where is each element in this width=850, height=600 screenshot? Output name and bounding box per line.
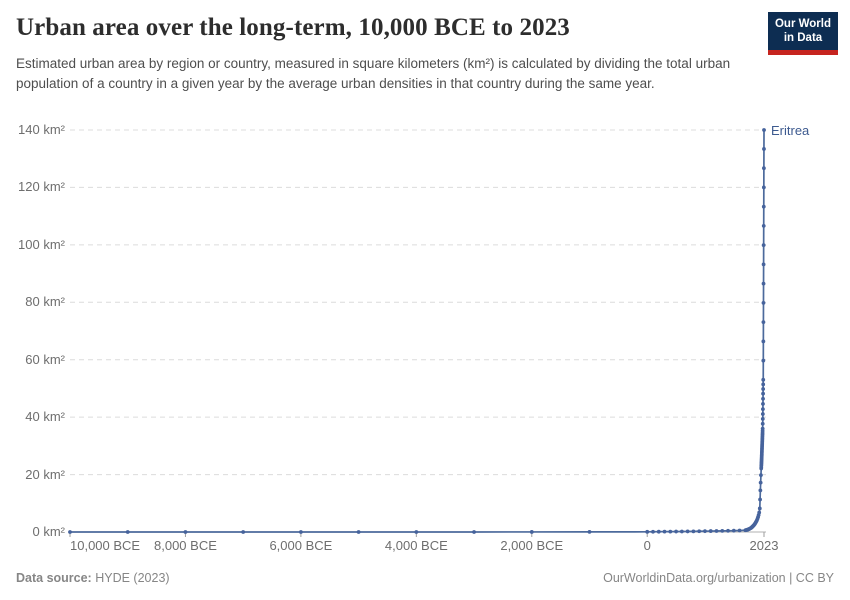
- y-axis-label: 140 km²: [18, 122, 65, 137]
- data-point: [183, 530, 188, 534]
- owid-logo[interactable]: Our World in Data: [768, 12, 838, 55]
- data-point: [761, 358, 766, 363]
- chart-subtitle: Estimated urban area by region or countr…: [16, 56, 731, 92]
- data-point: [737, 528, 742, 533]
- data-point: [761, 391, 765, 396]
- data-source-label: Data source:: [16, 571, 92, 585]
- data-point: [761, 382, 766, 387]
- data-line-eritrea: [69, 129, 765, 533]
- data-point: [759, 473, 763, 478]
- data-point: [761, 243, 766, 248]
- x-axis-label: 8,000 BCE: [154, 538, 217, 553]
- y-axis-label: 120 km²: [18, 179, 65, 195]
- data-point: [645, 529, 650, 534]
- data-point: [758, 488, 763, 493]
- x-axis-label: 0: [643, 538, 651, 553]
- data-point: [731, 528, 736, 533]
- data-point: [298, 530, 303, 534]
- data-point: [758, 497, 762, 502]
- data-source-note: Data source: HYDE (2023): [16, 571, 170, 585]
- data-point: [761, 185, 766, 190]
- data-point: [668, 529, 673, 534]
- data-point: [761, 387, 766, 391]
- x-axis-label: 6,000 BCE: [269, 538, 333, 553]
- data-point: [761, 402, 765, 406]
- x-axis-label: 2023: [749, 538, 779, 553]
- y-axis-label: 40 km²: [25, 409, 65, 425]
- data-point: [761, 166, 766, 171]
- data-point: [662, 529, 667, 534]
- data-point: [472, 530, 476, 534]
- data-point: [761, 300, 766, 305]
- data-point: [760, 416, 765, 421]
- data-point: [697, 529, 702, 534]
- data-point: [760, 421, 765, 426]
- x-axis-label: 4,000 BCE: [384, 538, 448, 553]
- data-point: [761, 262, 766, 267]
- data-point: [685, 529, 690, 534]
- data-point: [761, 377, 766, 382]
- owid-logo-line1: Our World: [774, 18, 831, 30]
- y-axis-label: 0 km²: [32, 524, 66, 539]
- series-label-eritrea[interactable]: Eritrea: [771, 123, 810, 138]
- data-point: [651, 529, 655, 534]
- data-point: [587, 529, 592, 534]
- data-point: [761, 204, 766, 209]
- data-point: [529, 530, 534, 534]
- data-point: [757, 510, 762, 515]
- y-axis-label: 60 km²: [25, 351, 65, 367]
- data-point: [708, 529, 713, 533]
- data-point: [761, 339, 766, 344]
- data-point: [714, 529, 719, 533]
- data-point: [761, 224, 766, 228]
- data-point: [674, 529, 678, 534]
- data-point: [414, 530, 419, 534]
- data-point: [691, 529, 696, 534]
- data-point: [761, 407, 765, 411]
- data-point: [761, 320, 766, 324]
- data-point: [656, 529, 661, 534]
- credit-link[interactable]: OurWorldinData.org/urbanization | CC BY: [603, 571, 834, 585]
- data-point: [757, 506, 762, 511]
- data-point: [760, 412, 765, 416]
- x-axis-label: 10,000 BCE: [70, 538, 141, 553]
- data-source-value: HYDE (2023): [95, 571, 170, 585]
- data-point: [703, 529, 707, 534]
- y-axis-label: 100 km²: [18, 236, 65, 252]
- y-axis-label: 20 km²: [25, 466, 65, 482]
- owid-logo-line2: in Data: [783, 32, 823, 45]
- data-point: [679, 529, 684, 534]
- data-point: [241, 530, 246, 534]
- page-title: Urban area over the long-term, 10,000 BC…: [16, 14, 570, 41]
- data-point: [761, 396, 765, 401]
- data-point: [720, 529, 725, 533]
- data-point: [356, 530, 361, 534]
- data-point: [760, 426, 765, 431]
- data-point: [762, 147, 766, 151]
- data-point: [758, 480, 763, 485]
- data-point: [125, 530, 130, 534]
- data-point: [762, 128, 766, 132]
- x-axis-label: 2,000 BCE: [500, 538, 564, 553]
- data-point: [68, 530, 72, 534]
- y-axis-label: 80 km²: [25, 294, 65, 310]
- data-point: [761, 281, 766, 286]
- data-point: [726, 528, 730, 533]
